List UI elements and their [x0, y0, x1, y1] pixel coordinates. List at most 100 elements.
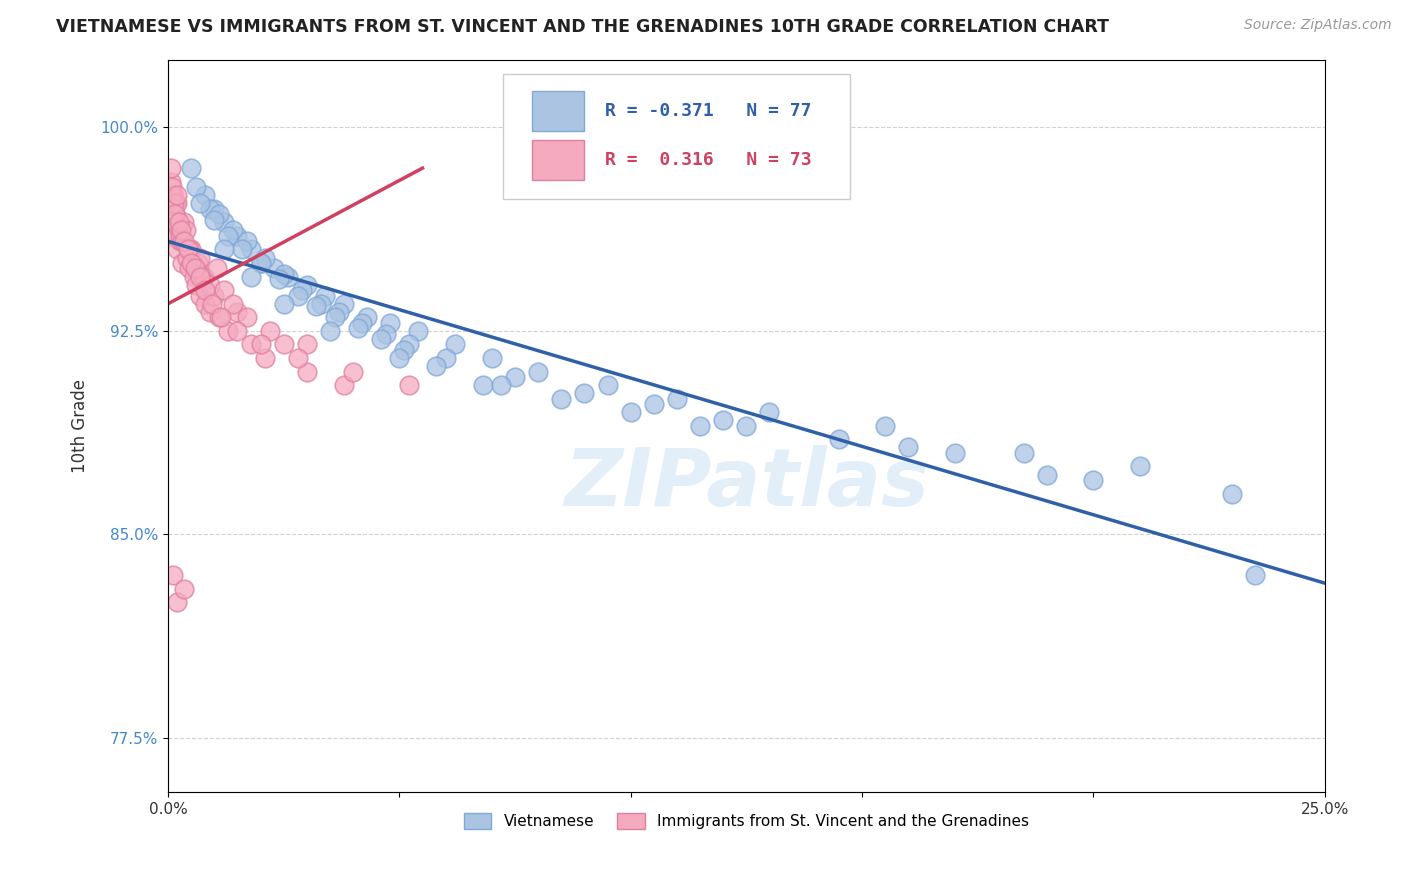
- Point: [1244, 568, 1267, 582]
- Point: [222, 223, 245, 237]
- Point: [217, 324, 239, 338]
- Point: [209, 310, 232, 325]
- Point: [231, 243, 253, 257]
- Point: [249, 256, 271, 270]
- Point: [167, 215, 190, 229]
- Point: [188, 269, 211, 284]
- Point: [263, 261, 285, 276]
- Point: [1220, 486, 1243, 500]
- Point: [194, 188, 217, 202]
- Point: [170, 223, 193, 237]
- Point: [643, 397, 665, 411]
- Point: [212, 283, 235, 297]
- Point: [184, 261, 207, 276]
- Point: [162, 188, 184, 202]
- Point: [176, 251, 198, 265]
- Point: [166, 243, 188, 257]
- Point: [202, 288, 225, 302]
- Point: [173, 582, 195, 596]
- Text: ZIPatlas: ZIPatlas: [564, 445, 929, 524]
- Point: [187, 256, 209, 270]
- Point: [163, 207, 186, 221]
- Point: [202, 212, 225, 227]
- Point: [165, 196, 187, 211]
- Point: [287, 351, 309, 365]
- Point: [333, 378, 356, 392]
- Point: [235, 310, 257, 325]
- Point: [295, 337, 318, 351]
- Point: [434, 351, 457, 365]
- Point: [471, 378, 494, 392]
- Point: [166, 188, 188, 202]
- Point: [328, 305, 350, 319]
- Point: [169, 235, 191, 249]
- Point: [875, 418, 897, 433]
- Point: [190, 288, 212, 302]
- Point: [201, 296, 224, 310]
- Point: [208, 207, 231, 221]
- Point: [160, 175, 183, 189]
- Point: [346, 321, 368, 335]
- Point: [444, 337, 467, 351]
- Point: [398, 337, 420, 351]
- Point: [198, 305, 221, 319]
- Point: [943, 446, 966, 460]
- Point: [711, 413, 734, 427]
- Point: [370, 332, 392, 346]
- Point: [166, 595, 188, 609]
- Point: [166, 196, 188, 211]
- Point: [503, 370, 526, 384]
- Point: [314, 288, 336, 302]
- Point: [181, 256, 204, 270]
- Point: [226, 228, 249, 243]
- Point: [489, 378, 512, 392]
- Point: [277, 269, 299, 284]
- Point: [184, 277, 207, 292]
- Text: Source: ZipAtlas.com: Source: ZipAtlas.com: [1244, 18, 1392, 32]
- Point: [527, 365, 550, 379]
- Point: [163, 207, 186, 221]
- Point: [212, 243, 235, 257]
- Point: [665, 392, 688, 406]
- Point: [388, 351, 411, 365]
- Point: [170, 235, 193, 249]
- Point: [352, 316, 374, 330]
- Point: [828, 433, 851, 447]
- Point: [574, 386, 596, 401]
- Point: [620, 405, 643, 419]
- Point: [689, 418, 711, 433]
- Point: [162, 196, 184, 211]
- Point: [235, 235, 257, 249]
- Point: [173, 235, 195, 249]
- Point: [180, 161, 202, 175]
- Point: [596, 378, 619, 392]
- Point: [735, 418, 758, 433]
- Point: [897, 441, 920, 455]
- Point: [184, 180, 207, 194]
- Point: [163, 202, 186, 216]
- Point: [240, 337, 263, 351]
- Point: [392, 343, 415, 357]
- Point: [167, 223, 190, 237]
- Text: VIETNAMESE VS IMMIGRANTS FROM ST. VINCENT AND THE GRENADINES 10TH GRADE CORRELAT: VIETNAMESE VS IMMIGRANTS FROM ST. VINCEN…: [56, 18, 1109, 36]
- Point: [180, 256, 202, 270]
- Point: [240, 243, 263, 257]
- Point: [758, 405, 780, 419]
- Legend: Vietnamese, Immigrants from St. Vincent and the Grenadines: Vietnamese, Immigrants from St. Vincent …: [458, 807, 1035, 836]
- Point: [160, 161, 183, 175]
- Point: [194, 296, 217, 310]
- Point: [226, 324, 249, 338]
- Point: [249, 337, 271, 351]
- Point: [169, 228, 191, 243]
- Point: [183, 269, 205, 284]
- Point: [481, 351, 503, 365]
- Point: [226, 305, 249, 319]
- Point: [323, 310, 346, 325]
- Point: [273, 296, 295, 310]
- Point: [162, 180, 184, 194]
- Point: [374, 326, 396, 341]
- Point: [254, 351, 277, 365]
- Point: [194, 283, 217, 297]
- Point: [162, 568, 184, 582]
- Point: [212, 215, 235, 229]
